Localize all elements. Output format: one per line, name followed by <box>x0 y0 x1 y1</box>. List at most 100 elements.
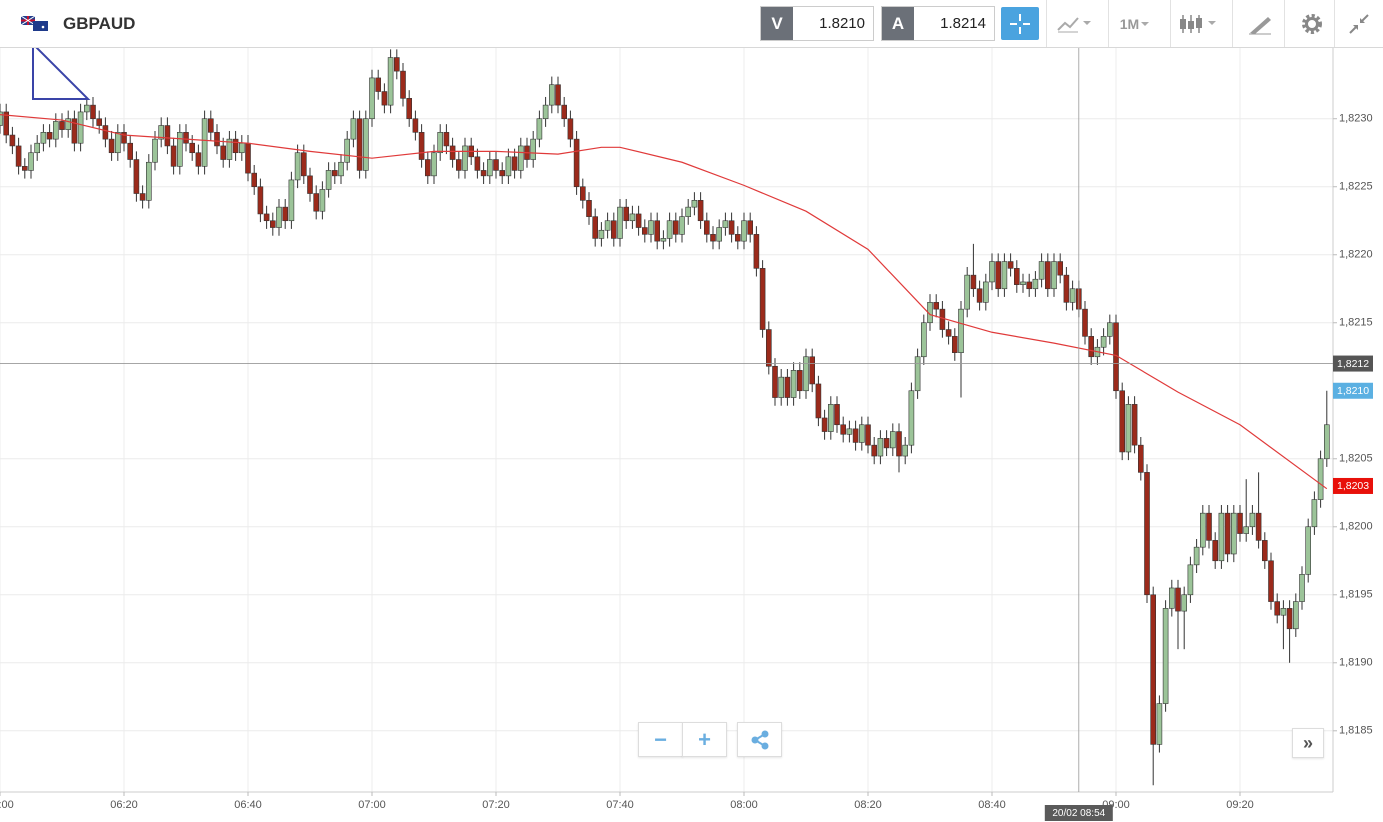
candle-body <box>598 229 605 239</box>
candle-body <box>313 193 320 212</box>
candle-body <box>1274 601 1280 616</box>
candle-body <box>300 152 307 177</box>
y-tick-label: 1,8185 <box>1339 725 1373 737</box>
ask-box[interactable]: A 1.8214 <box>881 6 995 41</box>
candle-body <box>883 438 890 449</box>
candle-body <box>976 288 983 303</box>
candle-body <box>1144 472 1150 596</box>
y-tick-label: 1,8200 <box>1339 521 1373 533</box>
candle-body <box>1026 281 1032 290</box>
candle-body <box>52 121 59 140</box>
candle-body <box>257 186 264 215</box>
overlay: 1,8185 1,8190 1,8195 1,8200 1,8205 1,8215 1,82… <box>0 48 1373 821</box>
candle-type-button[interactable] <box>1170 0 1224 47</box>
y-tick-label: 1,8215 <box>1339 317 1373 329</box>
candle-body <box>77 111 84 144</box>
share-button[interactable] <box>737 722 782 757</box>
candle-body <box>840 424 847 435</box>
candle-body <box>728 220 735 235</box>
bid-box[interactable]: V 1.8210 <box>760 6 874 41</box>
collapse-icon <box>1349 13 1369 34</box>
chart-type-button[interactable] <box>1046 0 1100 47</box>
candle-body <box>623 206 630 222</box>
candle-body <box>1138 444 1144 473</box>
timeframe-button[interactable]: 1M <box>1108 0 1162 47</box>
triangle-drawing[interactable] <box>32 41 91 100</box>
candle-body <box>1175 587 1181 612</box>
candle-body <box>604 220 611 231</box>
crosshair-button[interactable] <box>1001 7 1039 40</box>
candle-icon <box>1179 14 1216 33</box>
candle-body <box>778 376 785 398</box>
x-tick-label: 06:40 <box>234 799 262 811</box>
candle-body <box>412 118 419 133</box>
candle-body <box>809 356 816 385</box>
x-tick-label: 08:40 <box>978 799 1006 811</box>
candle-body <box>90 104 96 120</box>
candle-body <box>747 220 754 235</box>
candle-body <box>660 238 667 242</box>
candle-body <box>1231 512 1237 555</box>
candle-body <box>387 57 394 106</box>
candle-body <box>1280 608 1287 616</box>
timeframe: 1M <box>1119 15 1140 32</box>
candle-body <box>1057 261 1063 276</box>
line-chart-icon <box>1056 16 1091 32</box>
settings-button[interactable] <box>1284 0 1338 47</box>
candle-body <box>40 132 47 144</box>
candle-body <box>648 220 654 235</box>
candle-body <box>958 308 964 353</box>
candle-body <box>127 142 133 160</box>
candle-body <box>338 161 344 177</box>
candle-body <box>406 98 413 120</box>
candle-body <box>765 329 772 367</box>
candle-body <box>908 390 915 446</box>
candle-body <box>1218 512 1225 562</box>
x-tick-label: 06:00 <box>0 799 14 811</box>
candle-body <box>982 281 989 303</box>
candle-body <box>834 404 840 426</box>
y-tick-label: 1,8205 <box>1339 453 1373 465</box>
candle-body <box>34 142 41 154</box>
candle-body <box>629 213 636 222</box>
candle-body <box>1305 526 1311 575</box>
scroll-right-button[interactable]: » <box>1292 728 1324 758</box>
candle-body <box>741 220 747 242</box>
candle-body <box>1150 594 1156 745</box>
candle-body <box>871 444 878 457</box>
candle-body <box>164 125 171 147</box>
candle-body <box>610 220 617 239</box>
draw-button[interactable] <box>1232 0 1286 47</box>
candle-body <box>672 220 679 235</box>
x-tick-label: 09:20 <box>1226 799 1254 811</box>
candle-body <box>1268 560 1274 602</box>
crosshair-icon <box>1010 13 1030 34</box>
candle-body <box>1237 512 1243 534</box>
candle-body <box>753 234 760 269</box>
candle-body <box>133 159 140 194</box>
candle-body <box>46 132 53 140</box>
candle-body <box>555 84 561 106</box>
candle-body <box>71 118 78 144</box>
candle-body <box>1187 564 1194 596</box>
ask-price: 1.8214 <box>940 15 986 32</box>
moving-average-line <box>0 114 1328 490</box>
y-tick-label: 1,8220 <box>1339 249 1373 261</box>
candle-body <box>102 125 109 140</box>
candle-body <box>1293 601 1299 630</box>
candle-body <box>790 370 797 398</box>
candle-body <box>654 220 661 242</box>
candle-body <box>462 145 468 171</box>
candle-body <box>1324 424 1330 460</box>
candle-body <box>1162 608 1169 704</box>
candle-body <box>827 404 834 432</box>
candle-body <box>1286 608 1293 630</box>
zoom-in-button[interactable]: + <box>682 722 727 757</box>
zoom-out-button[interactable]: − <box>638 722 683 757</box>
bid-price: 1.8210 <box>819 15 865 32</box>
candle-body <box>15 145 22 167</box>
collapse-button[interactable] <box>1334 0 1383 47</box>
x-tick-label: 07:40 <box>606 799 634 811</box>
candle-body <box>505 156 512 177</box>
candle-body <box>1243 526 1249 534</box>
